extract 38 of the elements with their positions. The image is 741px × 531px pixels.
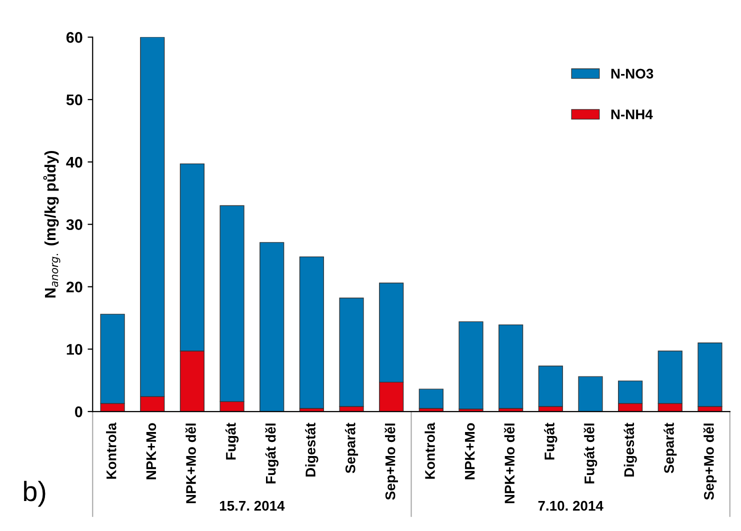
x-tick-label: Fugát děl <box>265 424 279 484</box>
x-tick-label: Separát <box>664 422 677 474</box>
y-tick-label: 50 <box>66 94 82 106</box>
y-tick-label: 20 <box>66 282 82 292</box>
y-tick-label: 0 <box>75 406 82 418</box>
x-tick-label: Digestát <box>305 422 318 476</box>
bar <box>498 324 524 409</box>
y-tick-label: 40 <box>66 156 82 168</box>
x-tick-label: NPK+Mo děl <box>504 424 515 504</box>
x-tick-label: Fugát děl <box>584 424 598 484</box>
y-tick-label: 10 <box>66 344 82 355</box>
x-tick-label: Fugát <box>225 422 239 460</box>
y-tick-label: 30 <box>66 219 82 230</box>
text: 7.10. 2014 <box>538 500 604 511</box>
x-tick-label: Kontrola <box>424 422 435 479</box>
bar <box>698 342 722 407</box>
x-tick-label: Sep+Mo děl <box>384 424 398 500</box>
bar <box>538 366 563 407</box>
y-tick-label: 60 <box>66 32 82 43</box>
x-tick-label: Separát <box>344 422 358 474</box>
x-tick-label: Kontrola <box>106 422 116 479</box>
x-tick-label: NPK+Mo <box>146 423 156 480</box>
bar <box>418 388 444 409</box>
bar <box>578 376 603 412</box>
legend-label: N-NH4 <box>611 110 653 120</box>
bar <box>339 298 364 407</box>
text: 15.7. 2014 <box>220 500 285 511</box>
text: b) <box>24 480 46 507</box>
bar <box>260 242 284 412</box>
x-tick-label: Digestát <box>624 422 637 476</box>
x-tick-label: NPK+Mo <box>465 423 475 480</box>
x-tick-label: Fugát <box>544 422 558 460</box>
x-tick-label: Sep+Mo děl <box>703 424 717 500</box>
x-tick-label: NPK+Mo děl <box>185 424 196 504</box>
bar <box>458 321 484 410</box>
y-axis-title: N$_{anorg.}$ (mg/kg půdy) <box>43 150 60 298</box>
legend-label: N-NO3 <box>611 68 654 79</box>
bar <box>299 256 324 409</box>
